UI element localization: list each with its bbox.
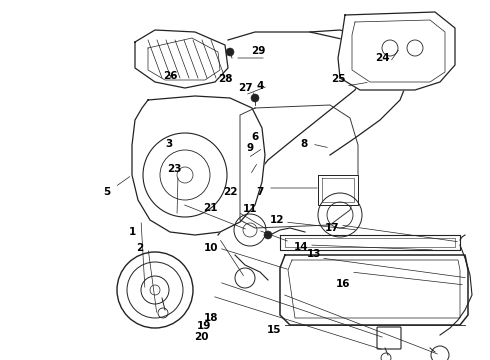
- Text: 17: 17: [325, 222, 340, 233]
- Text: 3: 3: [166, 139, 172, 149]
- Text: 8: 8: [300, 139, 307, 149]
- Text: 29: 29: [251, 46, 266, 56]
- Text: 20: 20: [194, 332, 208, 342]
- Polygon shape: [280, 235, 460, 250]
- Text: 25: 25: [331, 74, 345, 84]
- Polygon shape: [338, 12, 455, 90]
- Text: 15: 15: [267, 325, 282, 336]
- Text: 13: 13: [306, 249, 321, 259]
- Text: 7: 7: [256, 186, 264, 197]
- Text: 10: 10: [203, 243, 218, 253]
- Text: 19: 19: [196, 321, 211, 331]
- Polygon shape: [135, 30, 228, 88]
- Text: 2: 2: [136, 243, 143, 253]
- Polygon shape: [318, 175, 358, 205]
- Text: 11: 11: [243, 204, 257, 214]
- Text: 24: 24: [375, 53, 390, 63]
- Text: 14: 14: [294, 242, 309, 252]
- Text: 22: 22: [223, 186, 238, 197]
- Text: 21: 21: [203, 203, 218, 213]
- Polygon shape: [280, 255, 468, 325]
- Text: 5: 5: [103, 186, 110, 197]
- Text: 6: 6: [251, 132, 258, 142]
- Text: 9: 9: [246, 143, 253, 153]
- Circle shape: [264, 231, 272, 239]
- Text: 12: 12: [270, 215, 284, 225]
- Circle shape: [251, 94, 259, 102]
- Text: 1: 1: [129, 227, 136, 237]
- Text: 23: 23: [167, 164, 181, 174]
- Text: 28: 28: [218, 74, 233, 84]
- Text: 4: 4: [256, 81, 264, 91]
- Text: 27: 27: [238, 83, 252, 93]
- Text: 18: 18: [203, 312, 218, 323]
- Text: 26: 26: [163, 71, 178, 81]
- Circle shape: [226, 48, 234, 56]
- Polygon shape: [132, 96, 265, 235]
- Text: 16: 16: [336, 279, 350, 289]
